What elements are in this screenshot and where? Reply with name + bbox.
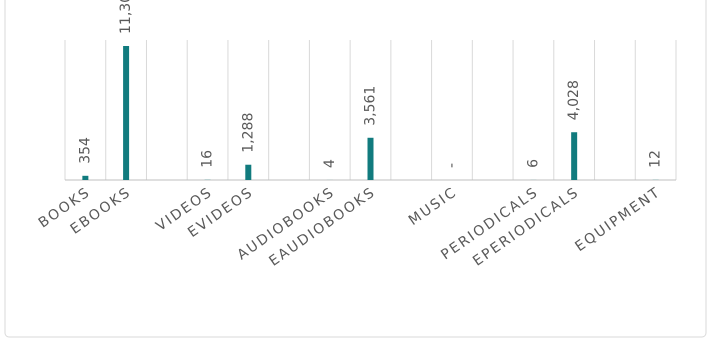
value-label: 4: [322, 159, 338, 168]
frame: [4, 0, 707, 338]
value-label: 16: [200, 150, 216, 168]
value-label: 12: [648, 150, 664, 168]
value-label: 6: [525, 159, 541, 168]
bar: [123, 46, 130, 180]
bar: [367, 137, 374, 180]
x-tick-label: EQUIPMENT: [572, 184, 664, 255]
x-tick-label: MUSIC: [406, 184, 460, 229]
value-label: 11,300: [118, 0, 134, 34]
value-label: -: [444, 163, 460, 168]
bar: [245, 164, 252, 180]
value-label: 3,561: [363, 86, 379, 126]
value-label: 1,288: [240, 113, 256, 153]
value-label: 354: [77, 137, 93, 164]
bar: [82, 175, 89, 180]
bar: [571, 132, 578, 180]
value-label: 4,028: [566, 80, 582, 120]
